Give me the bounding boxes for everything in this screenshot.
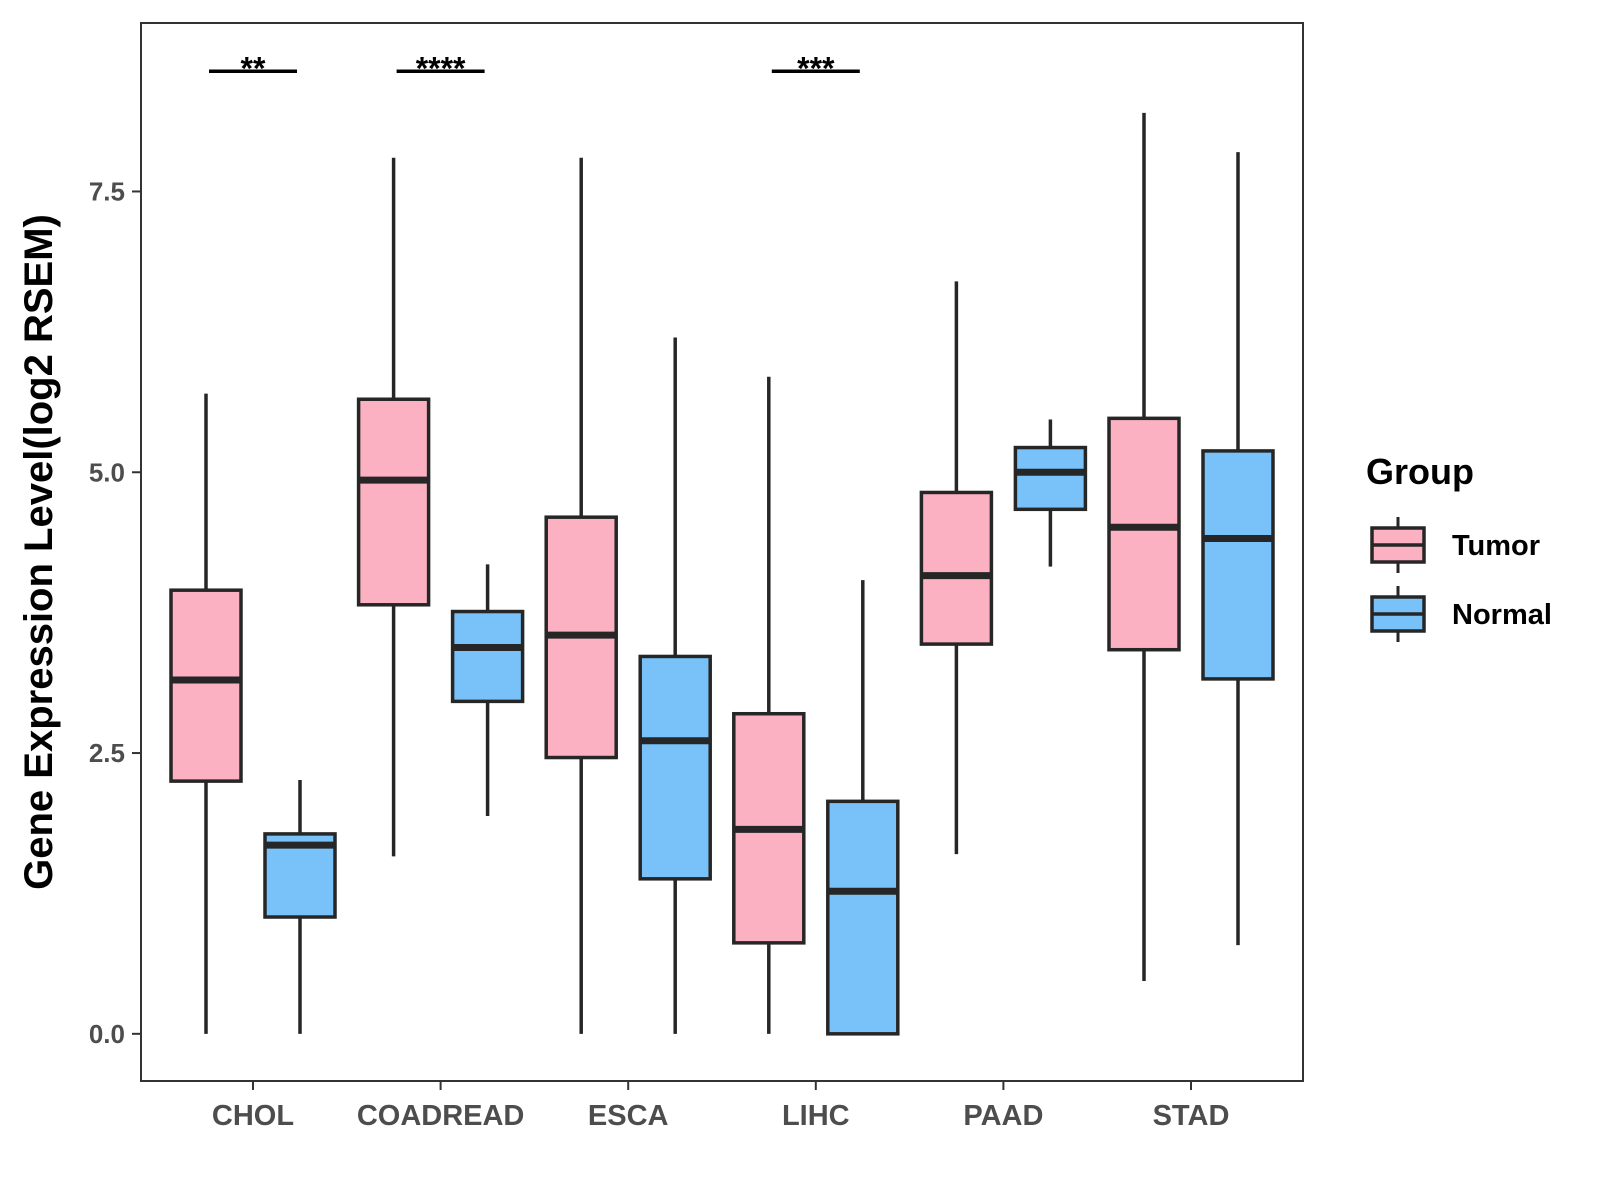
- x-tick-label: STAD: [1153, 1100, 1230, 1132]
- box-body: [356, 397, 431, 607]
- box-body: [450, 609, 525, 704]
- box-normal-chol: [263, 779, 337, 1034]
- box-tumor-stad: [1107, 112, 1181, 982]
- box-body: [1013, 445, 1088, 512]
- x-tick-label: PAAD: [963, 1100, 1043, 1132]
- box-body: [826, 799, 900, 1036]
- box-body: [1201, 449, 1275, 681]
- plot-area: 0.0 2.5 5.0 7.5 CHOL COADREAD ESCA LIHC PAAD STAD…: [89, 50, 1275, 1132]
- legend-key-normal: [1370, 586, 1426, 642]
- box-normal-coadread: [450, 564, 525, 816]
- x-tick-label: LIHC: [782, 1100, 850, 1132]
- box-normal-esca: [638, 337, 712, 1034]
- x-tick-label: ESCA: [588, 1100, 669, 1132]
- box-tumor-lihc: [732, 376, 806, 1034]
- box-tumor-esca: [544, 157, 618, 1034]
- significance-label: ***: [797, 50, 835, 86]
- y-tick-label: 0.0: [89, 1019, 125, 1049]
- y-axis-title: Gene Expression Level(log2 RSEM): [17, 214, 61, 890]
- box-tumor-paad: [919, 281, 994, 855]
- significance-label: **: [241, 50, 266, 86]
- y-tick-label: 7.5: [89, 176, 125, 206]
- box-normal-paad: [1013, 419, 1088, 567]
- panel-border: [140, 22, 1304, 1082]
- legend-label-tumor: Tumor: [1452, 530, 1540, 562]
- legend-title: Group: [1366, 451, 1474, 492]
- box-tumor-coadread: [356, 157, 431, 857]
- legend-key-tumor: [1370, 517, 1426, 573]
- box-body: [169, 588, 243, 783]
- y-tick-label: 5.0: [89, 457, 125, 487]
- significance-label: ****: [416, 50, 466, 86]
- x-tick-label: CHOL: [212, 1100, 294, 1132]
- legend-label-normal: Normal: [1452, 599, 1552, 631]
- box-normal-stad: [1201, 152, 1275, 946]
- box-body: [638, 654, 712, 881]
- box-tumor-chol: [169, 393, 243, 1034]
- x-tick-label: COADREAD: [357, 1100, 525, 1132]
- box-normal-lihc: [826, 580, 900, 1036]
- y-tick-label: 2.5: [89, 738, 125, 768]
- box-body: [919, 490, 994, 646]
- box-body: [1107, 416, 1181, 652]
- legend: Group Tumor Normal: [1366, 451, 1552, 642]
